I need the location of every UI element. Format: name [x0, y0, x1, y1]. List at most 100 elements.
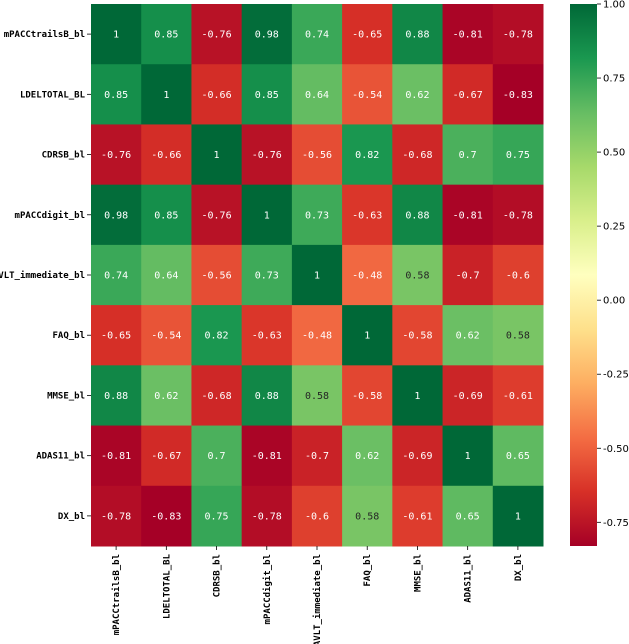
row-label-mmse-bl: MMSE_bl — [47, 391, 85, 401]
cell-value-label: -0.65 — [352, 30, 382, 41]
heatmap-cell-7-3 — [241, 425, 293, 487]
heatmap-cell-0-5 — [342, 4, 393, 65]
cell-value-label: -0.6 — [305, 511, 329, 522]
heatmap-cell-0-3 — [241, 4, 293, 65]
cell-value-label: 0.58 — [355, 511, 379, 522]
cell-value-label: 0.82 — [355, 150, 379, 161]
heatmap-cell-6-4 — [291, 365, 343, 427]
heatmap-cell-8-5 — [342, 485, 393, 547]
cell-value-label: 0.64 — [305, 90, 329, 101]
colorbar-tick-label: -0.50 — [603, 444, 629, 455]
heatmap-cell-8-8 — [492, 485, 544, 547]
cell-value-label: 0.85 — [104, 90, 128, 101]
heatmap-cell-6-3 — [241, 365, 293, 427]
cell-value-label: 1 — [414, 391, 420, 402]
colorbar-tick-label: -0.25 — [603, 370, 629, 381]
cell-value-label: -0.67 — [453, 90, 483, 101]
colorbar-tick-label: 1.00 — [603, 0, 625, 11]
heatmap-cell-4-3 — [241, 244, 293, 306]
heatmap-cell-5-6 — [392, 305, 444, 366]
heatmap-cell-6-7 — [442, 365, 494, 427]
heatmap-cell-5-4 — [291, 305, 343, 366]
cell-value-label: -0.63 — [252, 331, 282, 342]
heatmap-cell-7-7 — [442, 425, 494, 487]
heatmap-cell-2-2 — [191, 124, 243, 186]
cell-value-label: 0.82 — [205, 331, 229, 342]
heatmap-cell-3-1 — [141, 184, 192, 246]
cell-value-label: 0.65 — [506, 451, 530, 462]
heatmap-cell-2-8 — [492, 124, 544, 186]
cell-value-label: -0.76 — [101, 150, 131, 161]
cell-value-label: 0.85 — [154, 210, 178, 221]
cell-value-label: 0.75 — [506, 150, 530, 161]
cell-value-label: 0.58 — [305, 391, 329, 402]
cell-value-label: 1 — [364, 331, 370, 342]
heatmap-cell-5-0 — [91, 305, 142, 366]
cell-value-label: 0.58 — [405, 271, 429, 282]
heatmap-cell-5-3 — [241, 305, 293, 366]
cell-value-label: 0.85 — [255, 90, 279, 101]
heatmap-cell-2-1 — [141, 124, 192, 186]
heatmap-cell-4-6 — [392, 244, 444, 306]
cell-value-label: 1 — [314, 271, 320, 282]
heatmap-cell-4-7 — [442, 244, 494, 306]
heatmap-cell-1-0 — [91, 64, 142, 125]
heatmap-cell-0-6 — [392, 4, 444, 65]
cell-value-label: -0.69 — [453, 391, 483, 402]
column-label-cdrsb-bl: CDRSB_bl — [213, 554, 223, 597]
heatmap-cell-4-0 — [91, 244, 142, 306]
heatmap-cell-7-8 — [492, 425, 544, 487]
heatmap-cell-0-7 — [442, 4, 494, 65]
heatmap-cell-2-6 — [392, 124, 444, 186]
heatmap-cell-6-0 — [91, 365, 142, 427]
colorbar-gradient — [570, 4, 597, 546]
heatmap-cell-3-7 — [442, 184, 494, 246]
cell-value-label: -0.76 — [202, 30, 232, 41]
cell-value-label: 0.73 — [255, 271, 279, 282]
colorbar-tick-label: 0.50 — [603, 148, 625, 159]
cell-value-label: 0.85 — [154, 30, 178, 41]
cell-value-label: 0.58 — [506, 331, 530, 342]
column-label-faq-bl: FAQ_bl — [363, 554, 373, 587]
cell-value-label: 0.65 — [456, 511, 480, 522]
heatmap-cell-1-2 — [191, 64, 243, 125]
column-label-mpaccdigit-bl: mPACCdigit_bl — [262, 554, 273, 624]
heatmap-cell-5-1 — [141, 305, 192, 366]
cell-value-label: -0.66 — [151, 150, 181, 161]
row-label-mpacctrailsb-bl: mPACCtrailsB_bl — [4, 29, 85, 40]
cell-value-label: 1 — [515, 511, 521, 522]
cell-value-label: -0.58 — [352, 391, 382, 402]
cell-value-label: -0.78 — [503, 30, 533, 41]
column-label-dx-bl: DX_bl — [514, 554, 524, 581]
cell-value-label: -0.68 — [402, 150, 432, 161]
cell-value-label: -0.54 — [151, 331, 181, 342]
column-label-mmse-bl: MMSE_bl — [413, 554, 423, 592]
heatmap-cell-5-5 — [342, 305, 393, 366]
heatmap-cell-0-4 — [291, 4, 343, 65]
colorbar-tick-label: -0.75 — [603, 518, 629, 529]
cell-value-label: -0.56 — [202, 271, 232, 282]
heatmap-cell-3-5 — [342, 184, 393, 246]
cell-value-label: -0.76 — [252, 150, 282, 161]
cell-value-label: 0.62 — [456, 331, 480, 342]
cell-value-label: -0.81 — [252, 451, 282, 462]
cell-value-label: -0.81 — [453, 210, 483, 221]
row-label-cdrsb-bl: CDRSB_bl — [42, 151, 85, 161]
cell-value-label: -0.81 — [101, 451, 131, 462]
heatmap-cell-7-2 — [191, 425, 243, 487]
colorbar-tick-label: 0.75 — [603, 74, 625, 85]
heatmap-cell-1-7 — [442, 64, 494, 125]
heatmap-cell-0-2 — [191, 4, 243, 65]
colorbar-tick-label: 0.25 — [603, 222, 625, 233]
cell-value-label: 0.98 — [104, 210, 128, 221]
heatmap-cell-6-5 — [342, 365, 393, 427]
heatmap-cell-3-3 — [241, 184, 293, 246]
cell-value-label: -0.61 — [402, 511, 432, 522]
cell-value-label: -0.65 — [101, 331, 131, 342]
cell-value-label: 0.75 — [205, 511, 229, 522]
heatmap-cell-3-4 — [291, 184, 343, 246]
cell-value-label: 0.88 — [255, 391, 279, 402]
cell-value-label: -0.81 — [453, 30, 483, 41]
heatmap-cell-2-0 — [91, 124, 142, 186]
cell-value-label: -0.83 — [151, 511, 181, 522]
